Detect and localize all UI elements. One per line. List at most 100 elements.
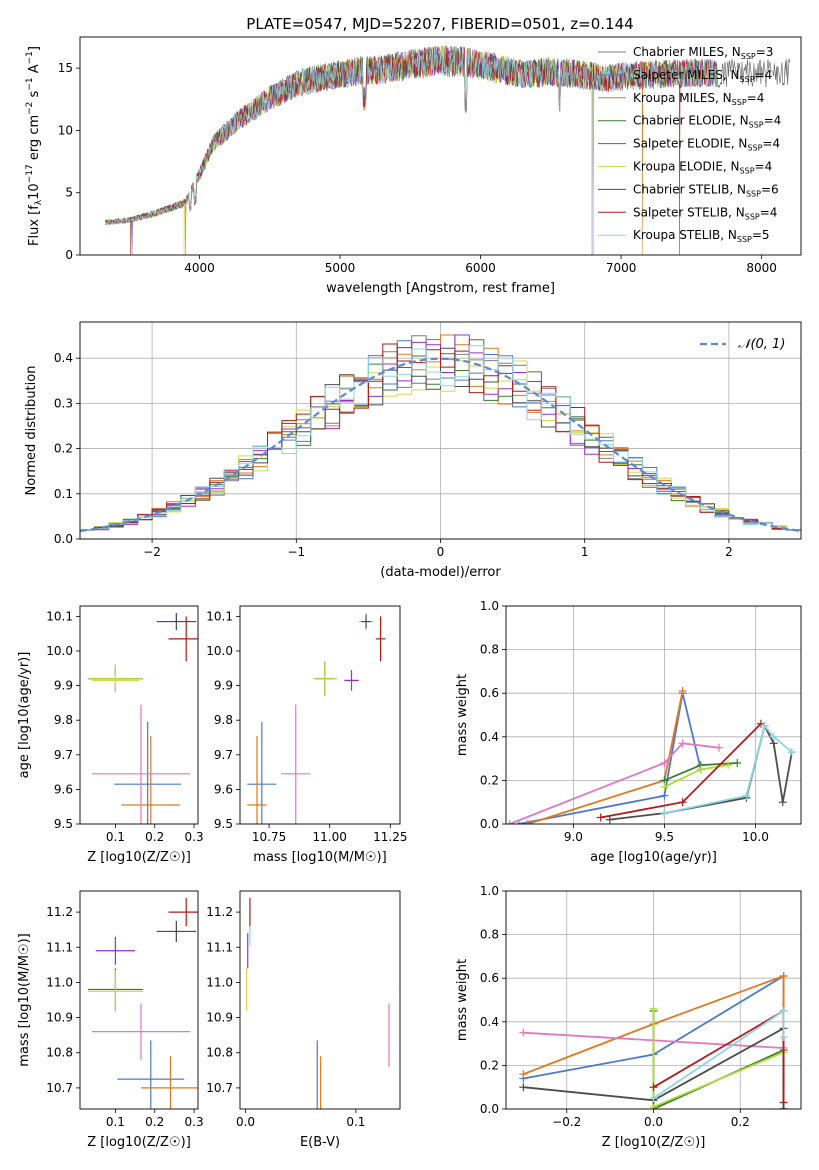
- y-tick-label: 11.2: [46, 905, 73, 919]
- legend-label: Chabrier STELIB, NSSP=6: [633, 182, 779, 198]
- x-tick-label: −2: [143, 545, 161, 559]
- y-tick-label: 10.0: [46, 644, 73, 658]
- axes-frame: [239, 890, 401, 1110]
- z_mass-x-label: Z [log10(Z/Z☉)]: [87, 1135, 191, 1150]
- age_weight-series-0: [518, 692, 702, 824]
- y-tick-label: 10.8: [206, 1046, 233, 1060]
- y-tick-label: 9.8: [214, 713, 233, 727]
- y-tick-label: 10: [58, 123, 73, 137]
- y-tick-label: 10.1: [206, 609, 233, 623]
- y-tick-label: 11.1: [46, 940, 73, 954]
- spectrum-x-label: wavelength [Angstrom, rest frame]: [326, 281, 555, 296]
- spectrum-series-7: [105, 47, 717, 255]
- ebv_mass-axes: 0.0 0.1 10.7 10.8 10.9 11.0 11.1 11.2: [206, 905, 365, 1129]
- x-tick-label: −0.2: [552, 1115, 581, 1129]
- histogram-series-7: [80, 343, 801, 539]
- z_weight-y-label: mass weight: [455, 959, 470, 1041]
- x-tick-label: 0.1: [106, 830, 125, 844]
- y-tick-label: 0.8: [480, 928, 499, 942]
- axes-frame: [79, 36, 802, 256]
- normal-curve: [80, 357, 801, 533]
- y-tick-label: 10.8: [46, 1046, 73, 1060]
- y-tick-label: 0: [65, 248, 73, 262]
- y-tick-label: 9.7: [214, 748, 233, 762]
- y-tick-label: 0.0: [480, 1102, 499, 1116]
- y-tick-label: 10.9: [46, 1011, 73, 1025]
- mass_age-x-label: mass [log10(M/M☉)]: [253, 850, 386, 865]
- x-tick-label: 11.25: [373, 830, 407, 844]
- z_age-axes: 0.1 0.2 0.3 9.5 9.6 9.7 9.8 9.9 10.0 10.1: [46, 609, 203, 844]
- y-tick-label: 10.7: [46, 1081, 73, 1095]
- x-tick-label: 7000: [606, 261, 637, 275]
- y-tick-label: 0.3: [54, 396, 73, 410]
- z_age-points: [87, 612, 198, 824]
- legend-normal-label: 𝒩(0, 1): [738, 337, 785, 352]
- legend-label: Chabrier MILES, NSSP=3: [633, 45, 773, 61]
- axes-frame: [505, 605, 802, 825]
- y-tick-label: 0.0: [54, 532, 73, 546]
- y-tick-label: 9.5: [54, 817, 73, 831]
- x-tick-label: 0.2: [731, 1115, 750, 1129]
- y-tick-label: 11.2: [206, 905, 233, 919]
- axes-frame: [239, 605, 401, 825]
- legend-label: Kroupa ELODIE, NSSP=4: [633, 160, 772, 176]
- x-tick-label: 0.2: [145, 1115, 164, 1129]
- y-tick-label: 0.6: [480, 971, 499, 985]
- y-tick-label: 9.8: [54, 713, 73, 727]
- y-tick-label: 0.4: [480, 730, 499, 744]
- x-tick-label: 10.75: [252, 830, 286, 844]
- axes-frame: [79, 321, 802, 540]
- y-tick-label: 1.0: [480, 599, 499, 613]
- residual-histograms: [80, 334, 801, 539]
- y-tick-label: 10.7: [206, 1081, 233, 1095]
- x-tick-label: 0.1: [346, 1115, 365, 1129]
- age_weight-y-label: mass weight: [455, 674, 470, 756]
- legend-label: Salpeter ELODIE, NSSP=4: [633, 137, 780, 153]
- z_mass-y-label: mass [log10(M/M☉)]: [17, 933, 32, 1066]
- spectrum-lines: [105, 45, 791, 255]
- spectrum-axes: 4000 5000 6000 7000 8000 0 5 10 15: [58, 61, 777, 275]
- x-tick-label: 10.0: [742, 830, 769, 844]
- residuals-y-label: Normed distribution: [24, 366, 39, 496]
- z_weight-lines: [519, 972, 788, 1109]
- z_mass-axes: 0.1 0.2 0.3 10.7 10.8 10.9 11.0 11.1 11.2: [46, 905, 203, 1129]
- z_age-x-label: Z [log10(Z/Z☉)]: [87, 850, 191, 865]
- y-tick-label: 9.9: [54, 679, 73, 693]
- x-tick-label: 0.0: [236, 1115, 255, 1129]
- x-tick-label: 8000: [746, 261, 777, 275]
- x-tick-label: 0.2: [145, 830, 164, 844]
- y-tick-label: 11.0: [46, 975, 73, 989]
- legend-label: Chabrier ELODIE, NSSP=4: [633, 114, 781, 130]
- y-tick-label: 0.0: [480, 817, 499, 831]
- mass_age-points: [247, 612, 386, 824]
- x-tick-label: 5000: [325, 261, 356, 275]
- histogram-series-8: [80, 345, 801, 539]
- x-tick-label: −1: [287, 545, 305, 559]
- y-tick-label: 11.0: [206, 975, 233, 989]
- y-tick-label: 9.9: [214, 679, 233, 693]
- age_weight-lines: [506, 687, 796, 824]
- x-tick-label: 6000: [465, 261, 496, 275]
- x-tick-label: 0.3: [185, 1115, 204, 1129]
- age_weight-x-label: age [log10(age/yr)]: [590, 850, 717, 865]
- x-tick-label: 0.1: [106, 1115, 125, 1129]
- y-tick-label: 9.7: [54, 748, 73, 762]
- y-tick-label: 1.0: [480, 884, 499, 898]
- y-tick-label: 10.1: [46, 609, 73, 623]
- ebv_mass-x-label: E(B-V): [300, 1135, 340, 1150]
- y-tick-label: 0.4: [54, 351, 73, 365]
- z_age-y-label: age [log10(age/yr)]: [17, 652, 32, 779]
- y-tick-label: 10.9: [206, 1011, 233, 1025]
- z_weight-x-label: Z [log10(Z/Z☉)]: [602, 1135, 706, 1150]
- residuals-x-label: (data-model)/error: [380, 565, 501, 580]
- y-tick-label: 15: [58, 61, 73, 75]
- spectrum-series-8: [105, 45, 717, 255]
- mass_age-axes: 10.75 11.00 11.25 9.5 9.6 9.7 9.8 9.9 10.0 10.1: [206, 609, 407, 844]
- spectrum-y-label: Flux [fλ10−17 erg cm−2 s−1 A−1]: [25, 46, 44, 246]
- age_weight-series-2: [509, 742, 720, 824]
- y-tick-label: 9.6: [54, 782, 73, 796]
- x-tick-label: 0.3: [185, 830, 204, 844]
- legend-label: Salpeter MILES, NSSP=4: [633, 68, 772, 84]
